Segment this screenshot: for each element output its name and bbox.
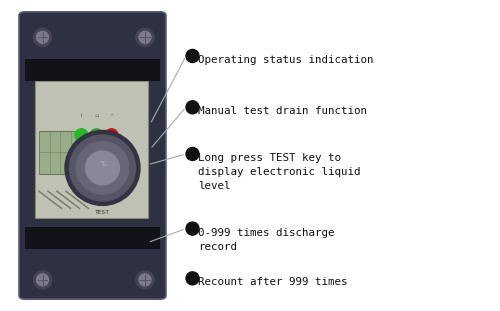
Bar — [25, 227, 160, 249]
Bar — [35, 81, 148, 218]
Text: 0-999 times discharge
record: 0-999 times discharge record — [198, 228, 335, 252]
Ellipse shape — [65, 130, 140, 206]
FancyBboxPatch shape — [19, 12, 166, 299]
Ellipse shape — [34, 271, 52, 289]
Text: Recount after 999 times: Recount after 999 times — [198, 277, 348, 287]
Ellipse shape — [139, 274, 151, 286]
Ellipse shape — [139, 31, 151, 43]
Ellipse shape — [186, 272, 199, 285]
Ellipse shape — [186, 49, 199, 63]
Text: ⚏: ⚏ — [94, 113, 98, 118]
Ellipse shape — [136, 28, 154, 46]
Ellipse shape — [36, 31, 48, 43]
Text: ~: ~ — [110, 113, 114, 118]
Bar — [25, 59, 160, 81]
Ellipse shape — [70, 135, 136, 201]
Ellipse shape — [186, 101, 199, 114]
Ellipse shape — [90, 129, 103, 142]
Text: TEST: TEST — [95, 210, 110, 215]
Ellipse shape — [75, 129, 88, 142]
Text: Long press TEST key to
display electronic liquid
level: Long press TEST key to display electroni… — [198, 153, 361, 191]
Bar — [39, 131, 82, 174]
Ellipse shape — [186, 147, 199, 160]
Ellipse shape — [76, 142, 129, 194]
Text: ☜: ☜ — [99, 160, 106, 169]
Ellipse shape — [186, 222, 199, 235]
Text: Operating status indication: Operating status indication — [198, 55, 374, 65]
Text: i: i — [81, 113, 82, 118]
Ellipse shape — [86, 151, 119, 185]
Text: Manual test drain function: Manual test drain function — [198, 106, 368, 116]
Ellipse shape — [136, 271, 154, 289]
Ellipse shape — [36, 274, 48, 286]
Ellipse shape — [34, 28, 52, 46]
Ellipse shape — [105, 129, 118, 142]
